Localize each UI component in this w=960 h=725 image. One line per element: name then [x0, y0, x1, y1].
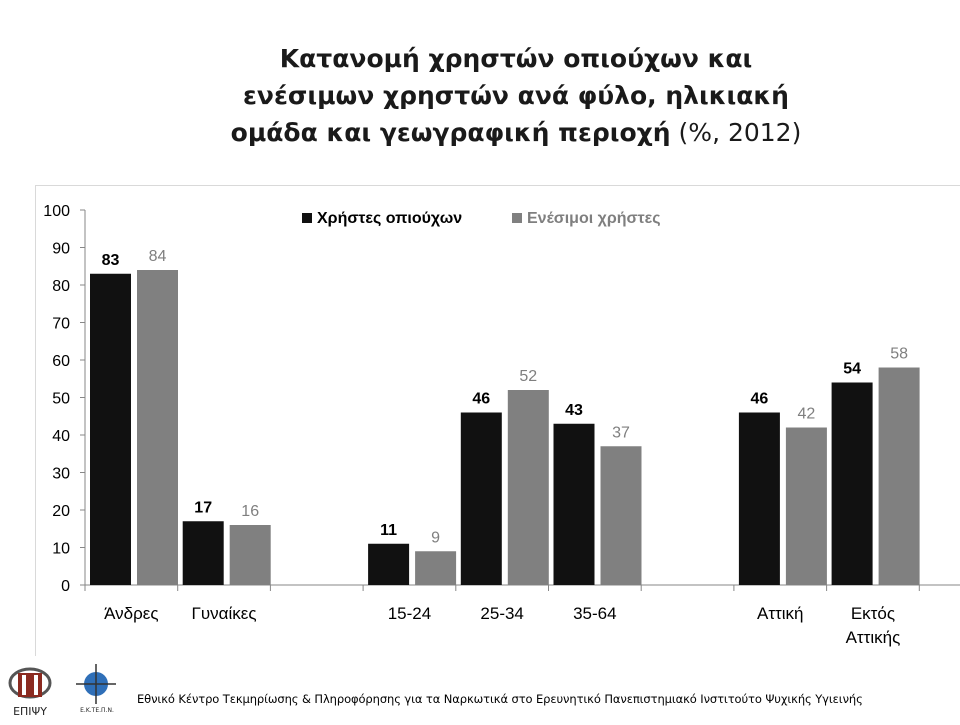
data-label: 84 — [149, 248, 167, 265]
bar-injecting-users — [785, 427, 827, 585]
data-label: 42 — [798, 406, 816, 423]
y-tick-label: 70 — [52, 316, 70, 333]
bar-injecting-users — [507, 390, 549, 585]
data-label: 83 — [102, 252, 120, 269]
y-tick-label: 100 — [43, 203, 70, 220]
x-category-label: Γυναίκες — [192, 604, 257, 623]
y-tick-label: 10 — [52, 541, 70, 558]
y-tick-label: 40 — [52, 428, 70, 445]
bar-opioid-users — [553, 423, 595, 585]
bar-injecting-users — [415, 551, 457, 585]
x-category-label: 25-34 — [480, 604, 523, 623]
x-category-label: 35-64 — [573, 604, 616, 623]
y-tick-label: 0 — [61, 578, 70, 595]
data-label: 9 — [431, 529, 440, 546]
data-label: 52 — [519, 368, 537, 385]
title-line-3-bold: ομάδα και γεωγραφική περιοχή — [230, 118, 671, 147]
y-tick-label: 80 — [52, 278, 70, 295]
bar-injecting-users — [878, 367, 920, 585]
logo1-text: ΕΠΙΨΥ — [13, 705, 47, 718]
bar-injecting-users — [229, 525, 271, 585]
data-label: 17 — [194, 499, 212, 516]
data-label: 37 — [612, 424, 630, 441]
title-line-1: Κατανομή χρηστών οπιούχων και — [279, 44, 753, 73]
bar-injecting-users — [600, 446, 642, 585]
chart-frame — [35, 185, 960, 656]
y-tick-label: 50 — [52, 391, 70, 408]
y-tick-label: 60 — [52, 353, 70, 370]
bar-opioid-users — [182, 521, 224, 585]
data-label: 46 — [472, 391, 490, 408]
y-tick-label: 30 — [52, 466, 70, 483]
legend-swatch — [512, 213, 522, 223]
bar-opioid-users — [90, 273, 131, 585]
data-label: 16 — [241, 503, 259, 520]
legend-swatch — [302, 213, 312, 223]
legend-label: Χρήστες οπιούχων — [317, 210, 462, 227]
epipsy-logo: ΕΠΙΨΥ — [4, 665, 56, 719]
title-line-2: ενέσιμων χρηστών ανά φύλο, ηλικιακή — [243, 81, 789, 110]
data-label: 11 — [380, 522, 397, 539]
bar-opioid-users — [831, 382, 873, 585]
data-label: 54 — [843, 361, 861, 378]
x-category-label: Αττικής — [846, 628, 901, 647]
bar-opioid-users — [368, 543, 410, 585]
bar-opioid-users — [738, 412, 780, 585]
logo2-text: Ε.Κ.ΤΕ.Π.Ν. — [80, 707, 114, 714]
title-line-3-normal: (%, 2012) — [670, 118, 802, 147]
data-label: 58 — [890, 346, 908, 363]
data-label: 46 — [751, 391, 769, 408]
chart-title: Κατανομή χρηστών οπιούχων και ενέσιμων χ… — [0, 40, 960, 151]
ektepn-logo: Ε.Κ.ΤΕ.Π.Ν. — [66, 662, 128, 720]
bar-opioid-users — [460, 412, 502, 585]
y-tick-label: 90 — [52, 241, 70, 258]
legend-label: Ενέσιμοι χρήστες — [527, 210, 661, 227]
y-tick-label: 20 — [52, 503, 70, 520]
title-line-3: ομάδα και γεωγραφική περιοχή (%, 2012) — [231, 118, 802, 147]
bar-injecting-users — [137, 270, 178, 585]
x-category-label: Άνδρες — [104, 604, 158, 623]
x-category-label: Αττική — [757, 604, 804, 623]
footer-text: Εθνικό Κέντρο Τεκμηρίωσης & Πληροφόρησης… — [137, 692, 863, 706]
x-category-label: Εκτός — [851, 604, 895, 623]
data-label: 43 — [565, 402, 583, 419]
x-category-label: 15-24 — [388, 604, 431, 623]
